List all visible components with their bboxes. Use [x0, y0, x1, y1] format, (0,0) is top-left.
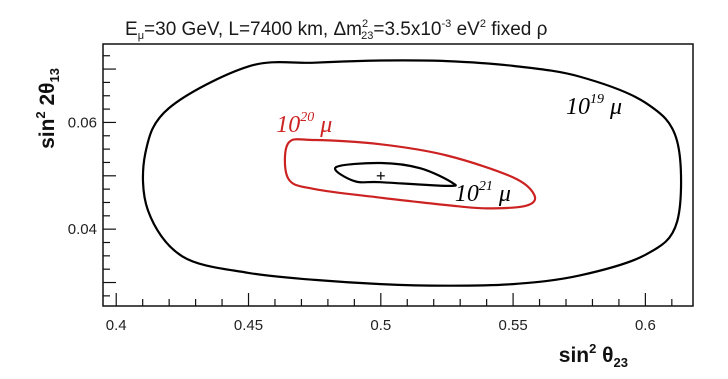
contour-label: 1021 μ: [455, 179, 511, 207]
best-fit-marker: [376, 171, 385, 180]
plot-frame: [102, 43, 694, 307]
contour-1e21: [333, 161, 457, 188]
chart-title: Eμ=30 GeV, L=7400 km, Δm2 23=3.5x10-3 eV2…: [125, 18, 548, 42]
y-tick-label: 0.04: [68, 221, 97, 238]
x-tick-label: 0.45: [234, 317, 263, 334]
contour-label: 1020 μ: [276, 110, 332, 138]
y-axis-label: sin2 2θ13: [33, 68, 62, 149]
contour-annotations: 1019 μ 1020 μ 1021 μ: [276, 92, 622, 207]
contour-1e20: [283, 138, 537, 210]
contour-label: 1019 μ: [566, 92, 622, 120]
best-fit-layer: [376, 171, 385, 180]
contour-1e19: [141, 59, 683, 287]
y-tick-label: 0.06: [68, 114, 97, 131]
x-tick-label: 0.5: [370, 317, 391, 334]
x-tick-label: 0.55: [498, 317, 527, 334]
contour-lines: [141, 59, 683, 287]
axis-ticks: 0.4 0.45 0.5 0.55 0.6 0.04 0.06: [68, 55, 673, 334]
x-axis-label: sin2 θ23: [559, 341, 628, 370]
x-tick-label: 0.4: [106, 317, 127, 334]
x-tick-label: 0.6: [635, 317, 656, 334]
